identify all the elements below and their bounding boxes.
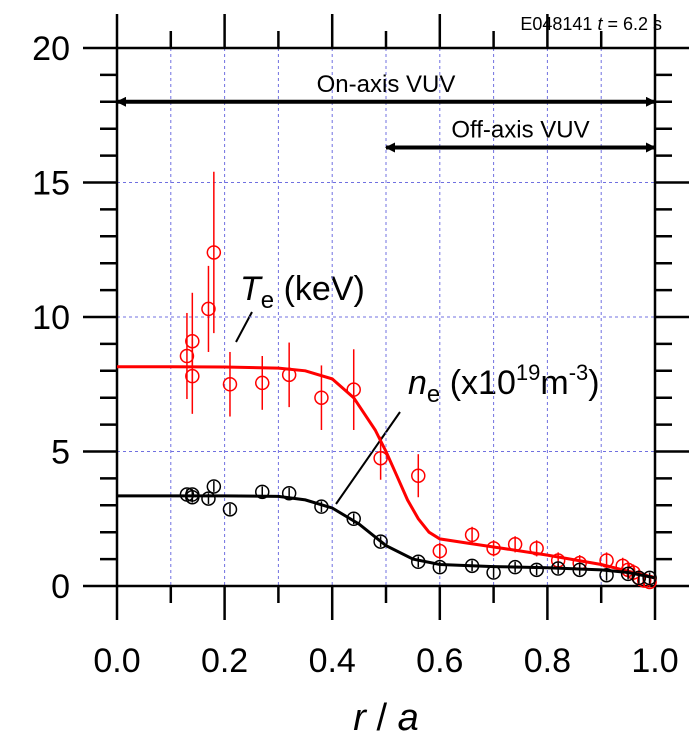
y-tick-label: 0 <box>51 568 70 606</box>
data-point <box>411 468 426 483</box>
data-point <box>185 489 200 505</box>
data-point <box>642 570 657 586</box>
data-point <box>281 485 297 501</box>
y-tick-label: 5 <box>51 434 70 472</box>
data-point <box>432 543 448 559</box>
data-point <box>411 554 426 570</box>
chart-title: E048141 t = 6.2 s <box>520 14 662 34</box>
data-point <box>222 377 238 392</box>
data-point <box>185 368 200 384</box>
data-point <box>206 479 222 494</box>
data-point <box>346 382 361 397</box>
leader-line <box>335 411 401 505</box>
x-tick-label: 0.4 <box>309 642 356 680</box>
x-tick-label: 0.6 <box>416 642 463 680</box>
data-point <box>631 570 647 586</box>
data-point <box>599 553 614 568</box>
te-label: Te (keV) <box>240 270 365 314</box>
data-point <box>314 499 329 514</box>
data-point <box>486 565 501 580</box>
ne-label: ne (x1019m-3) <box>408 360 600 408</box>
x-tick-label: 1.0 <box>631 642 678 680</box>
series <box>117 479 657 586</box>
data-point <box>464 558 480 574</box>
data-point <box>281 367 297 383</box>
y-tick-label: 10 <box>32 299 70 337</box>
data-point <box>201 491 216 506</box>
data-point <box>432 559 448 575</box>
data-point <box>373 450 388 466</box>
x-tick-label: 0.0 <box>93 642 140 680</box>
arrow-label: Off-axis VUV <box>451 117 589 144</box>
fit-line <box>117 365 656 580</box>
y-tick-label: 20 <box>32 30 70 68</box>
data-point <box>179 348 195 364</box>
data-point <box>255 375 270 391</box>
data-point <box>529 562 544 578</box>
data-point <box>507 537 523 552</box>
y-tick-label: 15 <box>32 165 70 203</box>
x-axis-label: r / a <box>353 697 418 739</box>
data-point <box>346 511 361 526</box>
data-point <box>314 390 329 405</box>
x-tick-label: 0.2 <box>201 642 248 680</box>
data-point <box>255 484 270 500</box>
data-point <box>222 502 238 517</box>
data-point <box>201 301 216 317</box>
data-point <box>550 561 566 576</box>
data-point <box>206 245 222 260</box>
arrow-label: On-axis VUV <box>317 71 456 98</box>
data-point <box>529 541 544 556</box>
data-point <box>572 562 587 578</box>
data-point <box>507 559 523 575</box>
data-point <box>599 567 614 583</box>
x-tick-label: 0.8 <box>524 642 571 680</box>
data-point <box>373 534 388 549</box>
data-point <box>464 527 480 543</box>
data-point <box>486 541 501 556</box>
